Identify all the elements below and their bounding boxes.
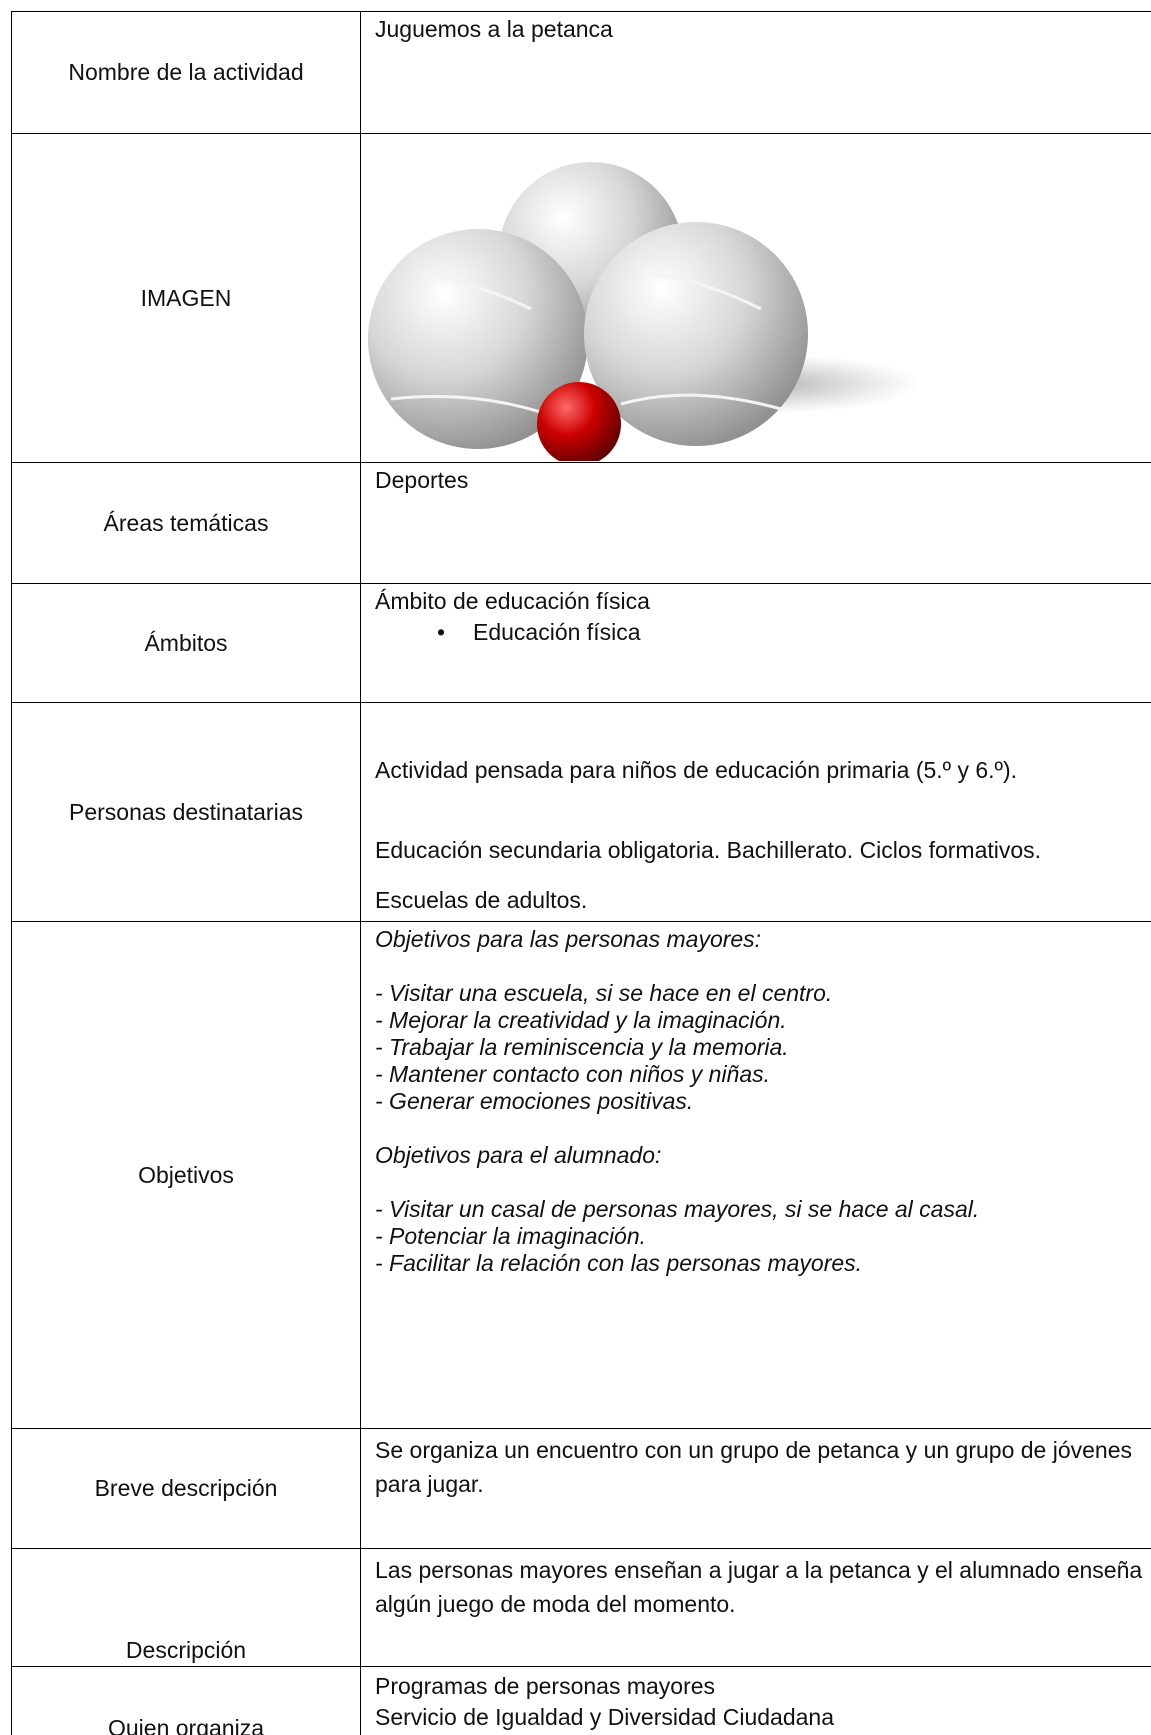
text-block: Las personas mayores enseñan a jugar a l… [375, 1557, 1143, 1617]
text-line: Actividad pensada para niños de educació… [375, 757, 1017, 783]
row-label: Breve descripción [11, 1428, 361, 1549]
row: Objetivos Objetivos para las personas ma… [11, 921, 1151, 1429]
text-line: Servicio de Igualdad y Diversidad Ciudad… [375, 1704, 835, 1730]
row-content: Deportes [360, 462, 1151, 584]
text-line: Educación secundaria obligatoria. Bachil… [375, 837, 1042, 863]
text-line: - Generar emociones positivas. [375, 1088, 694, 1114]
jack [537, 382, 621, 461]
text-line: - Trabajar la reminiscencia y la memoria… [375, 1034, 789, 1060]
text-line: Objetivos para las personas mayores: [375, 926, 762, 952]
row-content: Actividad pensada para niños de educació… [360, 702, 1151, 922]
row-content: Se organiza un encuentro con un grupo de… [360, 1428, 1151, 1549]
text-line: - Mejorar la creatividad y la imaginació… [375, 1007, 787, 1033]
row-label: Nombre de la actividad [11, 11, 361, 134]
row-label: Áreas temáticas [11, 462, 361, 584]
text-line: Juguemos a la petanca [375, 16, 613, 42]
row-label: Ámbitos [11, 583, 361, 703]
text-line: - Visitar una escuela, si se hace en el … [375, 980, 833, 1006]
ball [584, 222, 808, 446]
bullet-item: Educación física [437, 619, 1151, 646]
row: Personas destinatarias Actividad pensada… [11, 702, 1151, 922]
text-line: - Facilitar la relación con las personas… [375, 1250, 863, 1276]
row-content: Juguemos a la petanca [360, 11, 1151, 134]
row-label: IMAGEN [11, 133, 361, 463]
text-line: Escuelas de adultos. [375, 887, 588, 913]
text-line: Deportes [375, 467, 469, 493]
text-line: Programas de personas mayores [375, 1673, 716, 1699]
row: Nombre de la actividad Juguemos a la pet… [11, 11, 1151, 134]
row-content: Ámbito de educación física Educación fís… [360, 583, 1151, 703]
row: Quien organiza Programas de personas may… [11, 1666, 1151, 1735]
row: Descripción Las personas mayores enseñan… [11, 1548, 1151, 1667]
ball-grooves [390, 272, 782, 421]
text-line: - Potenciar la imaginación. [375, 1223, 647, 1249]
text-line: Ámbito de educación física [375, 588, 650, 614]
text-line: Objetivos para el alumnado: [375, 1142, 662, 1168]
row-content: Programas de personas mayores Servicio d… [360, 1666, 1151, 1735]
row-content: Objetivos para las personas mayores: - Vi… [360, 921, 1151, 1429]
spacer [375, 1115, 1151, 1142]
petanque-image [368, 162, 921, 461]
text-block: Se organiza un encuentro con un grupo de… [375, 1437, 1133, 1497]
text-line: - Visitar un casal de personas mayores, … [375, 1196, 980, 1222]
spacer [375, 953, 1151, 980]
row: Áreas temáticas Deportes [11, 462, 1151, 584]
row: Breve descripción Se organiza un encuent… [11, 1428, 1151, 1549]
ball [368, 229, 588, 449]
row-label: Objetivos [11, 921, 361, 1429]
row: Ámbitos Ámbito de educación física Educa… [11, 583, 1151, 703]
text-line: - Mantener contacto con niños y niñas. [375, 1061, 771, 1087]
row-label: Personas destinatarias [11, 702, 361, 922]
spacer [375, 1169, 1151, 1196]
row-label: Descripción [11, 1548, 361, 1667]
row-label: Quien organiza [11, 1666, 361, 1735]
image-cell [360, 133, 1151, 463]
row-content: Las personas mayores enseñan a jugar a l… [360, 1548, 1151, 1667]
activity-table: Nombre de la actividad Juguemos a la pet… [11, 11, 1151, 1735]
row: IMAGEN [11, 133, 1151, 463]
bullet-list: Educación física [375, 619, 1151, 646]
